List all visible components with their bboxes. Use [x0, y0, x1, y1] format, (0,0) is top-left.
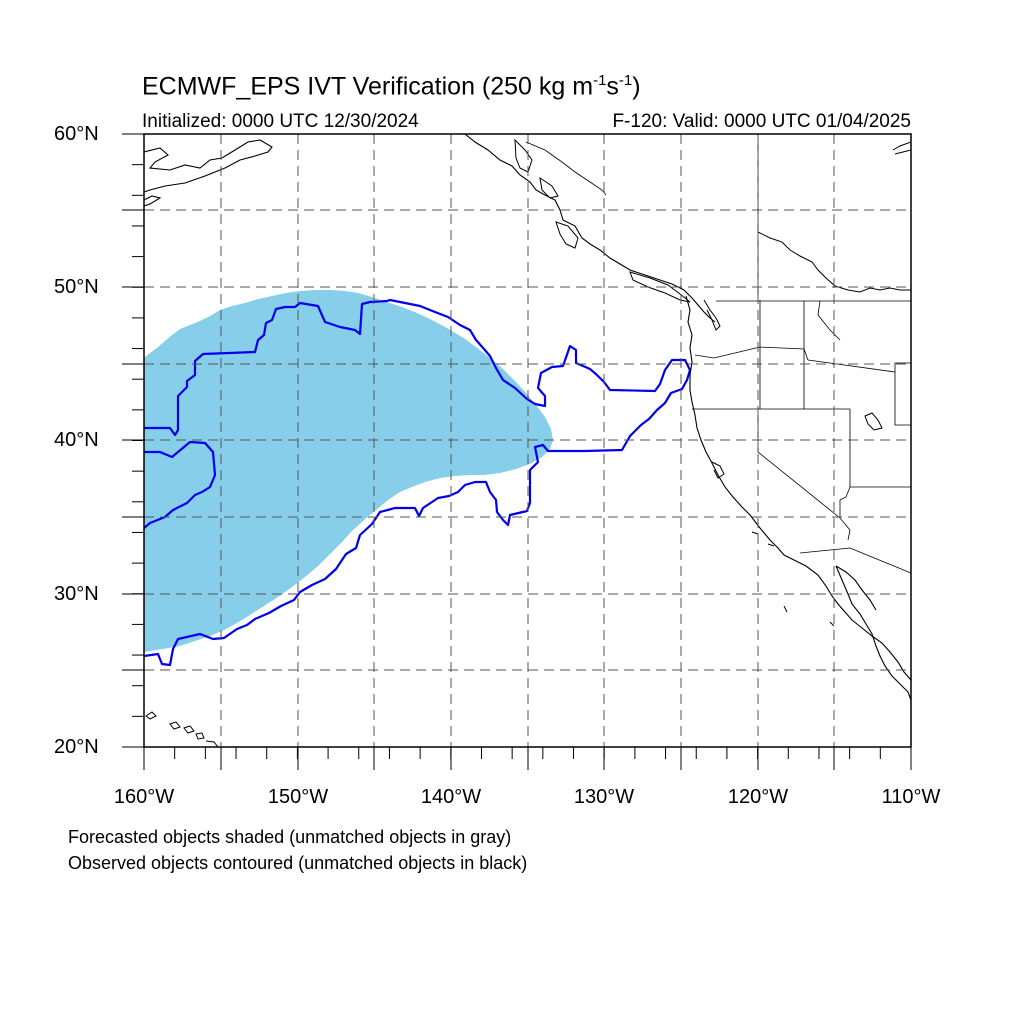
hawaiian-islands: [145, 711, 219, 747]
forecast-object: [144, 290, 553, 652]
bc-islands: [514, 138, 691, 303]
lat-label-40n: 40°N: [54, 429, 99, 451]
lat-label-30n: 30°N: [54, 583, 99, 605]
alaska-coastline: [144, 139, 273, 207]
hudson-coast-fragment: [892, 141, 911, 155]
lat-label-60n: 60°N: [54, 123, 99, 145]
lon-label-140w: 140°W: [420, 786, 482, 808]
state-borders: [692, 135, 911, 574]
minor-ticks: [132, 133, 912, 759]
inland-lakes: [757, 231, 911, 293]
observed-note: Observed objects contoured (unmatched ob…: [68, 853, 528, 873]
san-francisco-bay: [711, 461, 725, 479]
lat-label-50n: 50°N: [54, 276, 99, 298]
lon-label-130w: 130°W: [573, 786, 635, 808]
graticule: [144, 134, 911, 747]
salt-lake: [864, 412, 883, 431]
canada-alaska-border: [525, 141, 607, 196]
map-title: ECMWF_EPS IVT Verification (250 kg m-1s-…: [142, 72, 641, 101]
valid-time-label: F-120: Valid: 0000 UTC 01/04/2025: [612, 111, 911, 132]
initialized-label: Initialized: 0000 UTC 12/30/2024: [142, 111, 419, 132]
lon-label-160w: 160°W: [113, 786, 175, 808]
baja-coastline: [835, 565, 911, 701]
puget-sound: [703, 299, 721, 331]
observed-object-contour: [144, 298, 692, 667]
us-west-coastline: [685, 295, 911, 681]
lon-label-110w: 110°W: [881, 786, 941, 808]
bc-coastline: [464, 134, 716, 323]
forecast-note: Forecasted objects shaded (unmatched obj…: [68, 827, 512, 847]
lon-label-150w: 150°W: [267, 786, 329, 808]
channel-islands: [751, 531, 835, 627]
lon-label-120w: 120°W: [727, 786, 789, 808]
observed-object-contour-south: [144, 440, 217, 529]
lat-label-20n: 20°N: [54, 736, 99, 758]
